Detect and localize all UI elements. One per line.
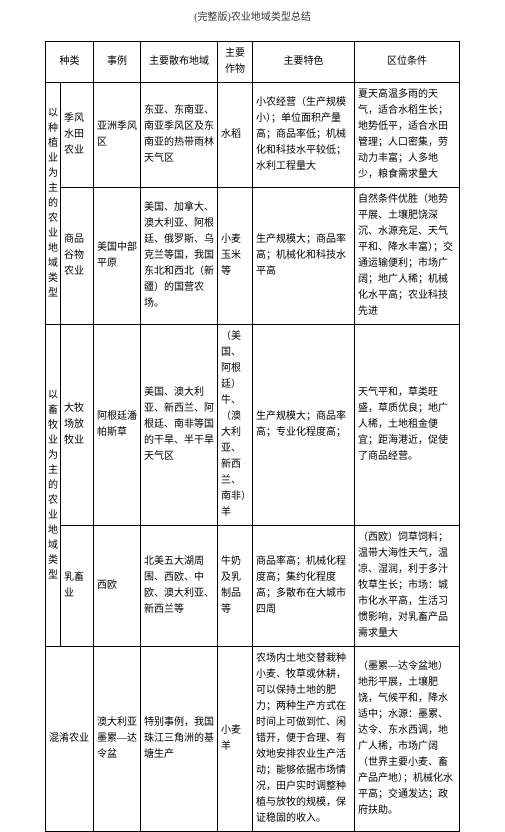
- row-dairy: 乳畜业 西欧 北美五大湖周围、西欧、中欧、澳大利亚、新西兰等 牛奶及乳制品等 商…: [46, 526, 460, 647]
- cell-feat: 小农经营（生产规模小）；单位面积产量高；商品率低；机械化和科技水平较低；水利工程…: [253, 83, 355, 188]
- cell-loc: 天气平和，草类旺盛，草质优良；地广人稀，土地租金便宜；距海港近，促使了商品经营。: [355, 325, 460, 526]
- cell-crop: 小麦玉米等: [218, 188, 253, 325]
- hdr-location: 区位条件: [355, 42, 460, 83]
- cell-feat: 生产规模大；商品率高；专业化程度高；: [253, 325, 355, 526]
- row-grain: 商品谷物农业 美国中部平原 美国、加拿大、澳大利亚、阿根廷、俄罗斯、乌克兰等国，…: [46, 188, 460, 325]
- cell-kind: 乳畜业: [61, 526, 94, 647]
- cell-ex: 美国中部平原: [94, 188, 141, 325]
- page-title: (完整版)农业地域类型总结: [0, 0, 505, 41]
- row-rice: 以种植业为主的农业地域类型 季风水田农业 亚洲季风区 东亚、东南亚、南亚季风区及…: [46, 83, 460, 188]
- cell-dist: 美国、澳大利亚、新西兰、阿根廷、南非等国的干旱、半干旱天气区: [141, 325, 218, 526]
- hdr-dist: 主要散布地域: [141, 42, 218, 83]
- row-mixed: 混淆农业 澳大利亚墨累—达令盆 特别事例，我国珠江三角洲的基塘生产 小麦羊 农场…: [46, 647, 460, 832]
- hdr-example: 事例: [94, 42, 141, 83]
- cell-feat: 生产规模大；商品率高；机械化和科技水平高: [253, 188, 355, 325]
- cell-loc: （墨累—达令盆地）地形平展，土壤肥饶，气候平和，降水适中；水源：墨累、达令、东水…: [355, 647, 460, 832]
- hdr-crop: 主要作物: [218, 42, 253, 83]
- group1-label: 以种植业为主的农业地域类型: [46, 83, 61, 325]
- cell-kind: 季风水田农业: [61, 83, 94, 188]
- cell-loc: 自然条件优胜（地势平展、土壤肥饶深沉、水源充足、天气平和、降水丰富）；交通运输便…: [355, 188, 460, 325]
- cell-dist: 东亚、东南亚、南亚季风区及东南亚的热带雨林天气区: [141, 83, 218, 188]
- header-row: 种类 事例 主要散布地域 主要作物 主要特色 区位条件: [46, 42, 460, 83]
- cell-ex: 澳大利亚墨累—达令盆: [94, 647, 141, 832]
- cell-dist: 北美五大湖周围、西欧、中欧、澳大利亚、新西兰等: [141, 526, 218, 647]
- cell-ex: 亚洲季风区: [94, 83, 141, 188]
- cell-loc: （西欧）饲草饲料；温带大海性天气，温凉、湿润，利于多汁牧草生长；市场：城市化水平…: [355, 526, 460, 647]
- cell-kind: 大牧场放牧业: [61, 325, 94, 526]
- cell-crop: （美国、阿根廷）牛、（澳大利亚、新西兰、南非）羊: [218, 325, 253, 526]
- cell-crop: 小麦羊: [218, 647, 253, 832]
- row-ranch: 以畜牧业为主的农业地域类型 大牧场放牧业 阿根廷潘帕斯草 美国、澳大利亚、新西兰…: [46, 325, 460, 526]
- cell-loc: 夏天高温多雨的天气，适合水稻生长；地势低平，适合水田管理；人口密集，劳动力丰富；…: [355, 83, 460, 188]
- cell-kind-mixed: 混淆农业: [46, 647, 94, 832]
- cell-ex: 阿根廷潘帕斯草: [94, 325, 141, 526]
- hdr-feature: 主要特色: [253, 42, 355, 83]
- group2-label: 以畜牧业为主的农业地域类型: [46, 325, 61, 647]
- cell-crop: 水稻: [218, 83, 253, 188]
- cell-ex: 西欧: [94, 526, 141, 647]
- cell-feat: 农场内土地交替栽种小麦、牧草或休耕，可以保持土地的肥力；两种生产方式在时间上可做…: [253, 647, 355, 832]
- main-table: 种类 事例 主要散布地域 主要作物 主要特色 区位条件 以种植业为主的农业地域类…: [45, 41, 460, 832]
- cell-dist: 特别事例，我国珠江三角洲的基塘生产: [141, 647, 218, 832]
- cell-feat: 商品率高；机械化程度高；集约化程度高；多散布在大城市四周: [253, 526, 355, 647]
- cell-crop: 牛奶及乳制品等: [218, 526, 253, 647]
- cell-dist: 美国、加拿大、澳大利亚、阿根廷、俄罗斯、乌克兰等国，我国东北和西北（新疆）的国营…: [141, 188, 218, 325]
- cell-kind: 商品谷物农业: [61, 188, 94, 325]
- hdr-kind: 种类: [46, 42, 94, 83]
